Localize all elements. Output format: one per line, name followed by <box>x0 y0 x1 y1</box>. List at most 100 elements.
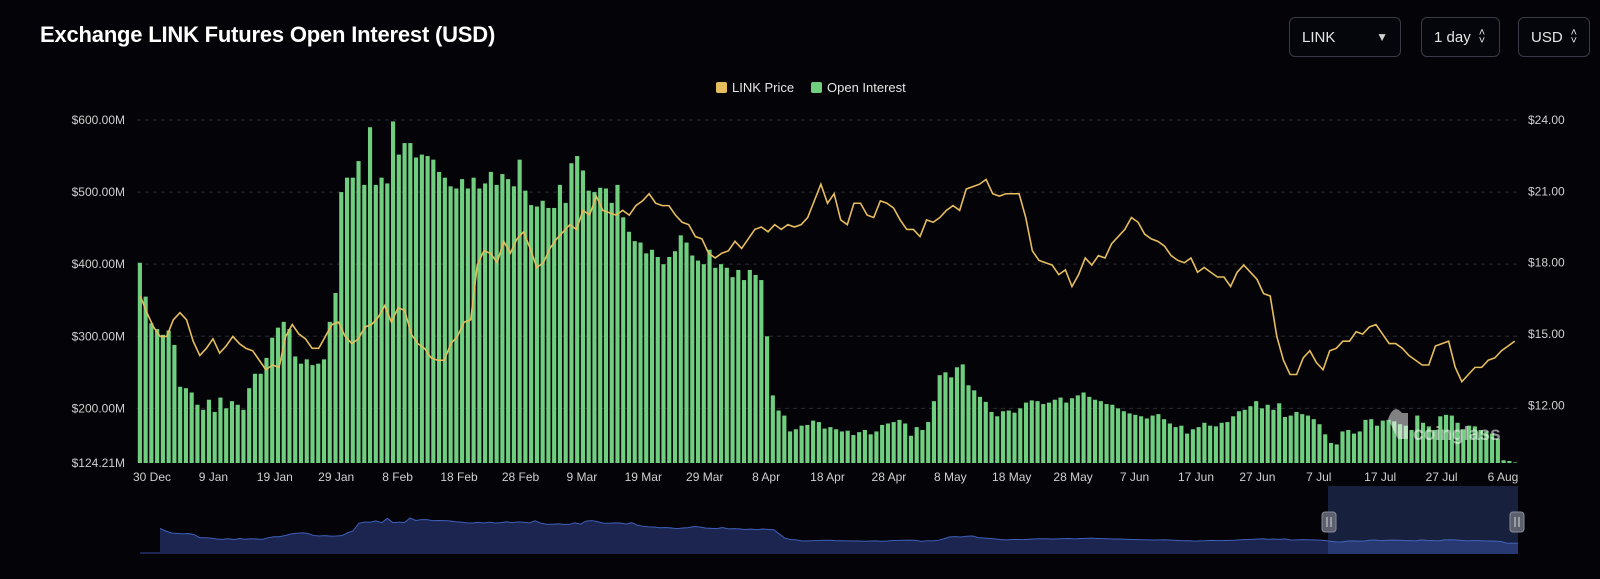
open-interest-bar[interactable] <box>1328 442 1334 463</box>
open-interest-bar[interactable] <box>724 267 729 463</box>
open-interest-bar[interactable] <box>310 365 315 463</box>
open-interest-bar[interactable] <box>534 206 539 463</box>
open-interest-bar[interactable] <box>1472 426 1477 463</box>
open-interest-bar[interactable] <box>563 202 568 463</box>
open-interest-bar[interactable] <box>293 356 298 463</box>
open-interest-bar[interactable] <box>1098 401 1103 463</box>
open-interest-bar[interactable] <box>1196 427 1201 463</box>
open-interest-bar[interactable] <box>644 253 649 463</box>
open-interest-bar[interactable] <box>1305 415 1311 463</box>
open-interest-bar[interactable] <box>218 397 223 463</box>
open-interest-bar[interactable] <box>252 373 258 463</box>
unit-select[interactable]: USD ˄ ˅ <box>1518 17 1590 57</box>
open-interest-bar[interactable] <box>914 427 919 463</box>
open-interest-bar[interactable] <box>949 377 954 463</box>
open-interest-bar[interactable] <box>765 336 770 463</box>
open-interest-bar[interactable] <box>1495 438 1500 463</box>
open-interest-bar[interactable] <box>270 337 275 463</box>
open-interest-bar[interactable] <box>1415 415 1420 463</box>
open-interest-bar[interactable] <box>874 431 879 463</box>
open-interest-bar[interactable] <box>327 321 332 463</box>
open-interest-bar[interactable] <box>304 359 309 463</box>
open-interest-bar[interactable] <box>1012 412 1017 463</box>
open-interest-bar[interactable] <box>419 154 424 463</box>
open-interest-bar[interactable] <box>1236 411 1241 463</box>
open-interest-bar[interactable] <box>776 410 781 463</box>
open-interest-bar[interactable] <box>1259 408 1265 463</box>
open-interest-bar[interactable] <box>137 262 142 463</box>
open-interest-bar[interactable] <box>1490 433 1495 463</box>
open-interest-bar[interactable] <box>1185 433 1190 463</box>
open-interest-bar[interactable] <box>511 186 516 463</box>
open-interest-bar[interactable] <box>471 177 476 464</box>
open-interest-bar[interactable] <box>1363 419 1368 463</box>
open-interest-bar[interactable] <box>638 242 643 463</box>
open-interest-bar[interactable] <box>402 143 407 463</box>
open-interest-bar[interactable] <box>609 202 614 463</box>
open-interest-bar[interactable] <box>1323 434 1328 463</box>
open-interest-bar[interactable] <box>586 190 591 463</box>
open-interest-bar[interactable] <box>851 435 856 463</box>
open-interest-bar[interactable] <box>615 184 620 463</box>
open-interest-bar[interactable] <box>1444 414 1449 463</box>
open-interest-bar[interactable] <box>603 188 609 464</box>
open-interest-bar[interactable] <box>626 231 632 463</box>
open-interest-bar[interactable] <box>736 269 741 463</box>
range-navigator[interactable] <box>140 486 1525 554</box>
open-interest-bar[interactable] <box>1069 398 1075 463</box>
open-interest-bar[interactable] <box>661 264 666 463</box>
navigator-selection[interactable] <box>1328 486 1518 554</box>
open-interest-bar[interactable] <box>1231 416 1236 463</box>
open-interest-bar[interactable] <box>1386 419 1391 463</box>
open-interest-bar[interactable] <box>362 184 367 463</box>
open-interest-bar[interactable] <box>621 217 626 463</box>
open-interest-bar[interactable] <box>379 177 384 464</box>
open-interest-bar[interactable] <box>1035 401 1040 463</box>
open-interest-bar[interactable] <box>494 184 499 463</box>
open-interest-bar[interactable] <box>1369 419 1374 463</box>
open-interest-bar[interactable] <box>1087 396 1092 463</box>
open-interest-bar[interactable] <box>1351 433 1357 463</box>
open-interest-bar[interactable] <box>989 411 994 463</box>
open-interest-bar[interactable] <box>1029 400 1034 463</box>
open-interest-bar[interactable] <box>247 388 252 463</box>
open-interest-bar[interactable] <box>822 428 827 463</box>
open-interest-bar[interactable] <box>517 159 522 463</box>
open-interest-bar[interactable] <box>552 207 557 463</box>
open-interest-bar[interactable] <box>1248 406 1253 463</box>
open-interest-bar[interactable] <box>195 404 200 463</box>
legend-item-open-interest[interactable]: Open Interest <box>811 80 906 95</box>
open-interest-bar[interactable] <box>943 372 948 463</box>
open-interest-bar[interactable] <box>500 174 505 463</box>
open-interest-bar[interactable] <box>667 256 672 463</box>
open-interest-bar[interactable] <box>1173 427 1178 463</box>
open-interest-bar[interactable] <box>1277 403 1282 463</box>
open-interest-bar[interactable] <box>1513 462 1518 463</box>
open-interest-bar[interactable] <box>799 425 804 463</box>
open-interest-bar[interactable] <box>437 171 442 463</box>
open-interest-bar[interactable] <box>1271 409 1276 463</box>
open-interest-bar[interactable] <box>488 171 493 463</box>
open-interest-bar[interactable] <box>183 388 188 463</box>
open-interest-bar[interactable] <box>1478 429 1483 463</box>
open-interest-bar[interactable] <box>477 188 482 464</box>
open-interest-bar[interactable] <box>149 323 154 463</box>
open-interest-bar[interactable] <box>143 296 148 463</box>
open-interest-bar[interactable] <box>1133 414 1138 463</box>
open-interest-bar[interactable] <box>926 422 931 463</box>
open-interest-bar[interactable] <box>655 256 660 463</box>
open-interest-bar[interactable] <box>448 186 453 463</box>
open-interest-bar[interactable] <box>1461 429 1466 463</box>
open-interest-bar[interactable] <box>908 435 913 463</box>
open-interest-bar[interactable] <box>598 187 603 463</box>
open-interest-bar[interactable] <box>960 364 965 463</box>
open-interest-bar[interactable] <box>857 432 862 463</box>
open-interest-bar[interactable] <box>264 357 269 463</box>
open-interest-bar[interactable] <box>529 205 534 463</box>
open-interest-bars[interactable] <box>137 121 1518 464</box>
open-interest-bar[interactable] <box>356 161 361 463</box>
open-interest-bar[interactable] <box>903 423 908 464</box>
open-interest-bar[interactable] <box>788 431 793 463</box>
open-interest-bar[interactable] <box>431 159 436 463</box>
open-interest-bar[interactable] <box>178 386 183 463</box>
